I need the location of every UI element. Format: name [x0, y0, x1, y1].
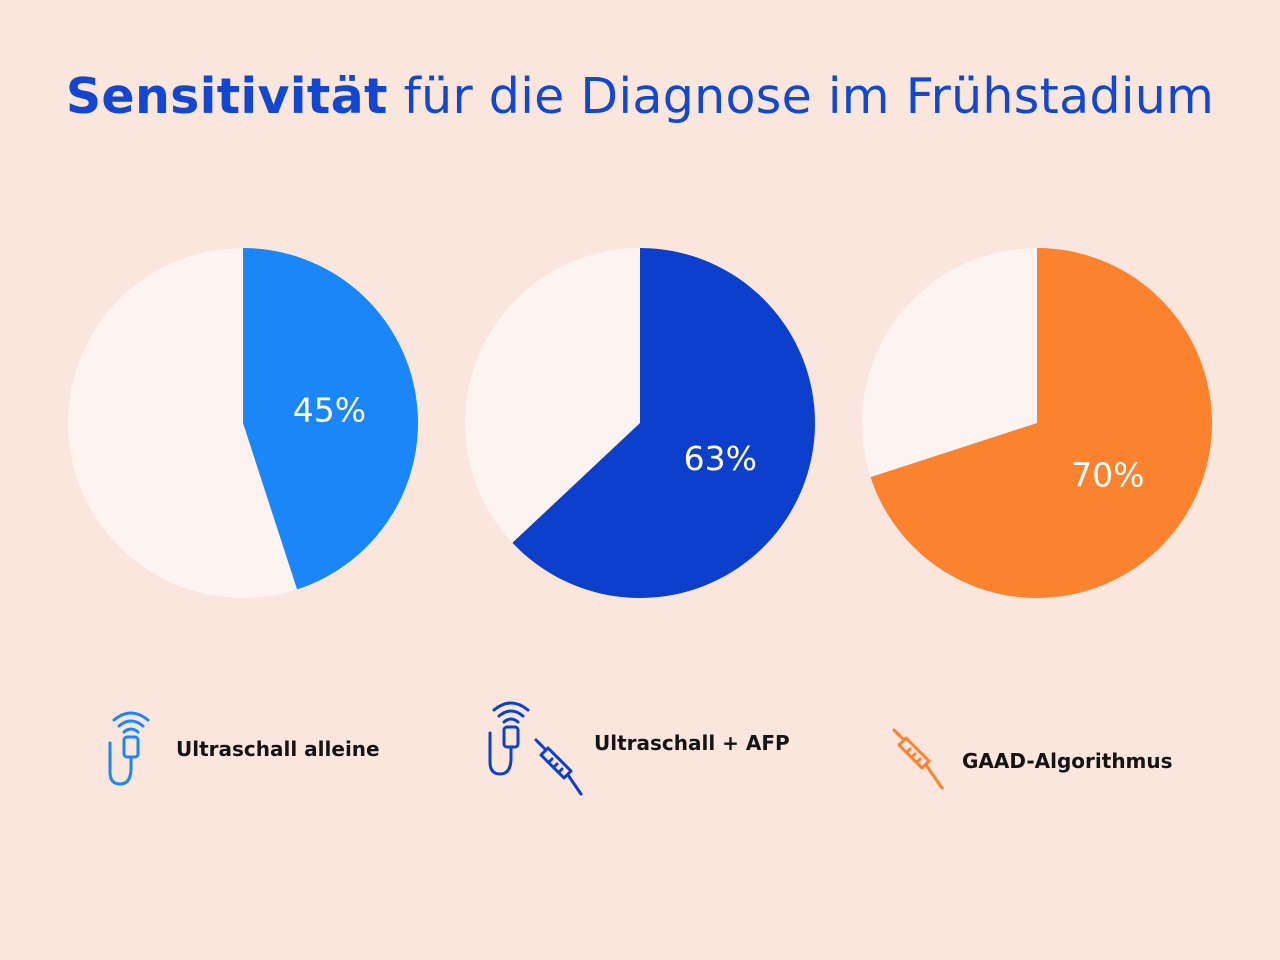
legend-label-gaad: GAAD-Algorithmus: [962, 749, 1173, 773]
ultrasound-probe-and-syringe-icon: [480, 698, 584, 800]
legend-label-ultrasound-afp: Ultraschall + AFP: [594, 731, 790, 755]
ultrasound-probe-icon: [100, 708, 162, 790]
pie-value-label: 63%: [684, 439, 757, 478]
legend-item-gaad: GAAD-Algorithmus: [886, 728, 1173, 794]
pie-value-label: 70%: [1071, 455, 1144, 494]
legend-item-ultrasound: Ultraschall alleine: [100, 708, 380, 790]
syringe-icon: [886, 728, 948, 794]
pie-value-label: 45%: [293, 390, 366, 429]
pie-slice-ultraschall-afp: [512, 248, 815, 598]
legend-label-ultrasound: Ultraschall alleine: [176, 737, 380, 761]
title-bold: Sensitivität: [65, 68, 388, 125]
chart-title: Sensitivität für die Diagnose im Frühsta…: [0, 68, 1280, 125]
legend-item-ultrasound-afp: Ultraschall + AFP: [480, 698, 790, 800]
pie-slice-ultraschall-alleine: [243, 248, 418, 590]
pie-slice-gaad-algorithmus: [870, 248, 1213, 598]
title-rest: für die Diagnose im Frühstadium: [403, 68, 1215, 125]
